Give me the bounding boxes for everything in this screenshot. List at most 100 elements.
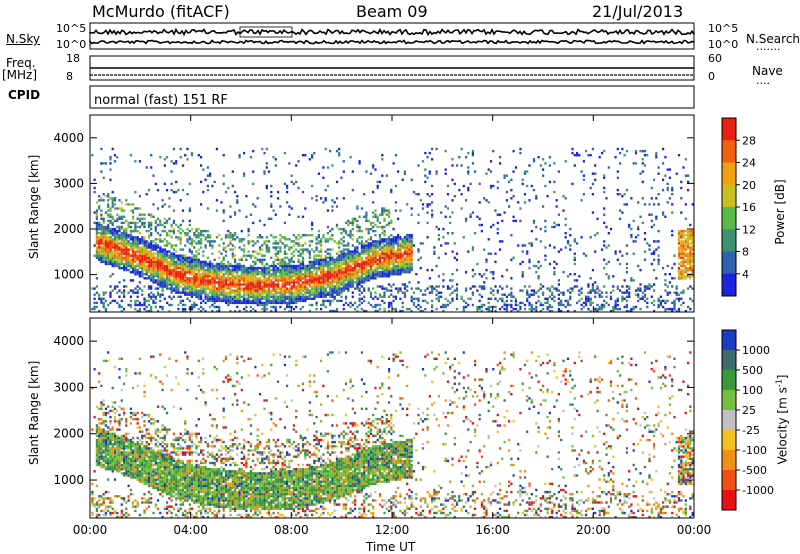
echo-cell [240,266,243,270]
echo-cell [145,166,148,169]
echo-cell [682,262,685,266]
echo-cell [202,275,205,278]
echo-cell [218,297,221,300]
echo-cell [392,240,395,243]
echo-cell [329,266,332,270]
echo-cell [421,309,425,313]
echo-cell [320,248,323,251]
echo-cell [440,305,443,309]
echo-cell [301,283,305,286]
echo-cell [172,279,175,282]
echo-cell [238,262,241,266]
echo-cell [193,254,196,257]
echo-cell [113,227,117,231]
echo-cell [338,256,341,259]
echo-cell [682,166,685,169]
echo-cell [109,262,112,266]
echo-cell [109,248,112,251]
echo-cell [159,279,162,282]
echo-cell [274,275,277,278]
echo-cell [465,271,468,274]
echo-cell [299,307,302,311]
echo-cell [655,240,658,243]
echo-cell [188,238,191,241]
echo-cell [286,295,289,298]
echo-cell [358,225,361,229]
echo-cell [390,273,393,276]
echo-cell [313,268,316,272]
echo-cell [161,260,164,264]
echo-cell [132,258,135,261]
echo-cell [397,170,400,173]
echo-cell [689,223,692,227]
echo-cell [143,277,146,280]
echo-cell [215,297,218,300]
echo-cell [521,273,524,276]
echo-cell [671,277,674,280]
echo-cell [301,297,305,300]
echo-cell [161,277,164,280]
echo-cell [616,303,619,307]
echo-cell [236,305,239,309]
echo-cell [166,277,169,280]
echo-cell [687,236,690,239]
echo-cell [129,246,132,249]
echo-cell [306,234,309,237]
echo-cell [299,264,302,268]
echo-cell [170,246,173,249]
echo-cell [344,301,348,305]
echo-cell [181,291,185,294]
echo-cell [252,289,255,292]
echo-cell [118,254,121,257]
echo-cell [134,160,137,163]
echo-cell [107,225,110,229]
echo-cell [249,254,252,257]
echo-cell [166,260,169,264]
echo-cell [625,149,628,153]
frequency-panel [89,55,695,81]
echo-cell [179,147,182,151]
echo-cell [186,291,189,294]
echo-cell [322,258,325,261]
echo-cell [295,285,298,288]
echo-cell [489,291,493,294]
echo-cell [521,250,524,253]
echo-cell [308,234,311,237]
echo-cell [322,176,325,179]
search-noise-line [89,39,695,45]
echo-cell [127,252,130,255]
echo-cell [170,256,173,259]
echo-cell [684,254,687,257]
echo-cell [297,299,300,303]
echo-cell [109,285,112,288]
echo-cell [297,277,300,280]
echo-cell [494,305,497,309]
echo-cell [156,262,160,266]
echo-cell [297,242,300,245]
echo-cell [528,301,531,305]
echo-cell [206,268,209,272]
echo-cell [338,260,341,264]
echo-cell [385,289,388,292]
echo-cell [426,205,429,208]
echo-cell [197,232,200,235]
echo-cell [367,279,370,282]
echo-cell [417,248,420,251]
echo-cell [397,234,400,237]
echo-cell [351,275,354,278]
echo-cell [252,273,255,276]
echo-cell [102,248,105,251]
echo-cell [566,303,570,307]
echo-cell [254,281,257,284]
echo-cell [363,295,366,298]
echo-cell [143,246,146,249]
echo-cell [184,275,187,278]
echo-cell [267,217,271,220]
echo-cell [297,289,300,292]
echo-cell [607,275,610,278]
echo-cell [163,225,166,229]
echo-cell [553,221,556,225]
echo-cell [274,242,277,245]
echo-cell [478,293,481,296]
echo-cell [136,303,139,307]
